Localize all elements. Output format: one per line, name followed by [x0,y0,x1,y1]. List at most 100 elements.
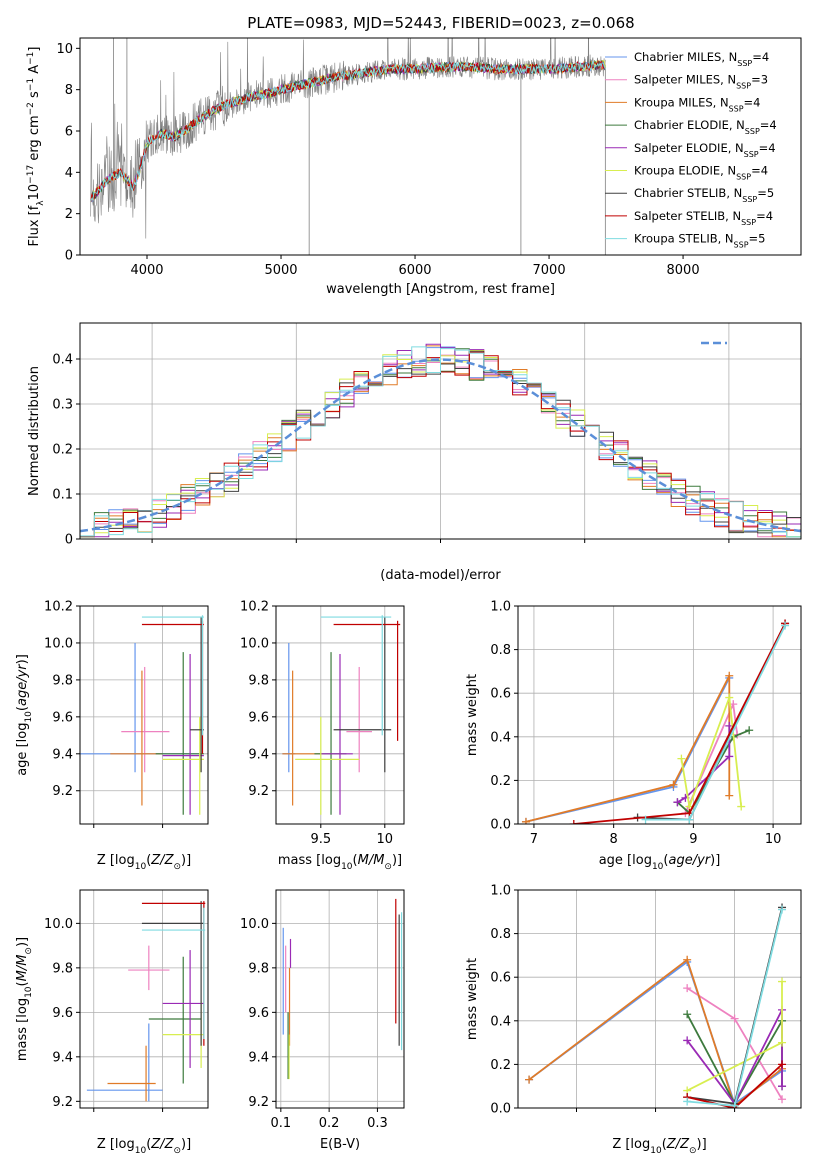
legend-sub: SSP [729,104,744,113]
y-tick-label: 9.8 [248,961,269,976]
x-axis-label: (data-model)/error [380,568,501,583]
y-tick-label: 0.2 [490,1058,511,1073]
legend-label-salpeter_stelib: Salpeter STELIB, NSSP=4 [634,209,773,227]
legend-prefix: Kroupa ELODIE, N [634,164,736,178]
label-part: age/yr [668,853,711,868]
y-tick-label: 10 [56,42,73,57]
label-part: (data-model)/error [380,568,501,583]
series-line-kroupa_stelib [645,625,786,821]
legend-sub: SSP [744,149,759,158]
y-tick-label: 10.0 [44,636,73,651]
label-part: Z/Z [666,1137,690,1152]
y-axis-label: age [log10(age/yr)] [15,654,34,776]
y-tick-label: 1.0 [490,600,511,615]
errorbar-salpeter_stelib [333,620,401,741]
label-part: wavelength [Angstrom, rest frame] [326,282,555,297]
legend-suffix: =4 [751,164,768,178]
x-tick-label: 8000 [667,263,700,278]
label-part: Z [log [97,1137,135,1152]
y-tick-label: 9.4 [248,747,269,762]
label-part: )] [181,853,191,868]
x-axis-label: wavelength [Angstrom, rest frame] [326,282,555,297]
series-marker-kroupa_miles [669,780,678,789]
label-part: age/yr [15,663,30,706]
series-marker-chabrier_elodie [683,1010,692,1019]
y-tick-label: 4 [65,166,73,181]
axes-frame [517,889,802,1109]
x-axis-label: Z [log10(Z/Z⊙)] [97,853,191,872]
errorbar-chabrier_elodie [155,652,204,815]
series-marker-salpeter_stelib [778,1060,787,1069]
legend-sub: SSP [736,172,751,181]
legend-prefix: Kroupa MILES, N [634,95,729,109]
errorbar-chabrier_miles [86,1023,163,1102]
legend-label-salpeter_elodie: Salpeter ELODIE, NSSP=4 [634,141,776,159]
histogram-salpeter_elodie [80,343,801,538]
y-tick-label: 9.2 [52,784,73,799]
histogram-kroupa_stelib [80,346,801,538]
y-tick-label: 0.2 [52,443,73,458]
legend-sub: SSP [745,127,760,136]
series-line-salpeter_elodie [686,1009,783,1106]
panel-age_vs_Z: 9.29.49.69.810.010.2Z [log10(Z/Z⊙)]age [… [15,600,209,872]
series-marker-salpeter_elodie [673,798,682,807]
y-tick-label: 9.8 [52,961,73,976]
errorbar-kroupa_stelib [141,907,206,1040]
axes-frame [275,605,405,825]
legend-sub: SSP [741,217,756,226]
label-part: mass weight [465,674,480,756]
errorbar-kroupa_miles [110,670,163,806]
errorbar-kroupa_miles [282,670,321,806]
label-part: erg cm [27,115,42,164]
y-tick-label: 0.6 [490,971,511,986]
series-chabrier_stelib [633,619,790,824]
series-marker-chabrier_elodie [745,726,754,735]
label-part: )] [15,937,30,947]
errorbar-chabrier_stelib [141,901,204,1046]
errorbar-kroupa_miles [107,1045,156,1102]
legend-sub: SSP [742,195,757,204]
errorbar-kroupa_elodie [162,716,204,815]
label-part: λ [36,200,46,206]
legend-suffix: =5 [749,232,766,246]
panel-weight_vs_Z: 0.0 0.2 0.4 0.6 0.8 1.0 Z [log10(Z/Z⊙)] mass we… [465,884,802,1156]
y-axis-label: Flux [fλ10−17 erg cm−2 s−1 A−1] [26,47,46,247]
legend-prefix: Kroupa STELIB, N [634,232,734,246]
label-part: Z/Z [150,853,174,868]
y-tick-label: 0.8 [490,643,511,658]
series-marker-kroupa_elodie [725,693,734,702]
axes-frame [275,889,405,1109]
series-line-salpeter_stelib [686,1063,783,1108]
axes-foreground: 0.0 0.2 0.4 0.6 0.8 1.0 Z [log10(Z/Z⊙)] mass we… [465,884,802,1156]
panel-residual_histogram: 0 0.1 0.2 0.3 0.4 (data-model)/error Normed di… [27,322,802,583]
plot-area [521,619,790,824]
axes-foreground: 0.1 0.2 0.3 9.2 9.4 9.6 9.8 10.0 E(B-V) [240,889,405,1152]
y-tick-label: 0.4 [52,353,73,368]
x-tick-label: 5000 [264,263,297,278]
label-part: )] [15,654,30,664]
label-part: −17 [26,165,36,184]
legend-prefix: Chabrier ELODIE, N [634,118,745,132]
series-salpeter_miles [683,984,787,1104]
y-tick-label: 6 [65,125,73,140]
series-line-salpeter_stelib [573,622,786,824]
errorbar-salpeter_elodie [162,654,204,815]
label-part: M/M [15,955,30,982]
label-part: M/M [358,853,385,868]
y-tick-label: 0 [65,249,73,264]
errorbar-kroupa_stelib [320,615,392,736]
legend-suffix: =3 [751,73,768,87]
y-tick-label: 9.6 [248,1006,269,1021]
label-part: ( [353,853,358,868]
label-part: E(B-V) [320,1137,360,1152]
y-tick-label: 9.8 [52,673,73,688]
x-axis-label: Z [log10(Z/Z⊙)] [97,1137,191,1156]
y-tick-label: 0.0 [490,1102,511,1117]
label-part: ( [15,706,30,711]
errorbar-kroupa_stelib [141,615,204,736]
y-tick-label: 10.2 [44,600,73,615]
